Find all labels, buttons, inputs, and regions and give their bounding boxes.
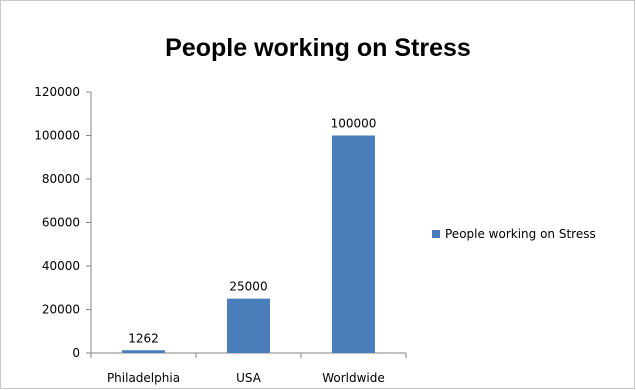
bar: [332, 135, 375, 353]
data-label: 1262: [128, 331, 159, 345]
legend: People working on Stress: [432, 227, 596, 241]
y-tick-label: 20000: [42, 303, 80, 317]
chart-title: People working on Stress: [165, 34, 471, 62]
y-tick-label: 100000: [34, 129, 80, 143]
legend-swatch: [432, 230, 440, 238]
x-tick-label: USA: [236, 371, 262, 385]
y-tick-label: 120000: [34, 85, 80, 99]
x-tick-label: Worldwide: [322, 371, 385, 385]
y-tick-label: 40000: [42, 259, 80, 273]
data-label: 25000: [229, 280, 267, 294]
y-tick-label: 0: [72, 346, 80, 360]
y-tick-label: 80000: [42, 172, 80, 186]
data-label: 100000: [331, 117, 377, 131]
legend-label: People working on Stress: [445, 227, 596, 241]
y-tick-label: 60000: [42, 216, 80, 230]
bar: [227, 298, 270, 353]
bar: [122, 350, 165, 353]
x-tick-label: Philadelphia: [107, 371, 180, 385]
